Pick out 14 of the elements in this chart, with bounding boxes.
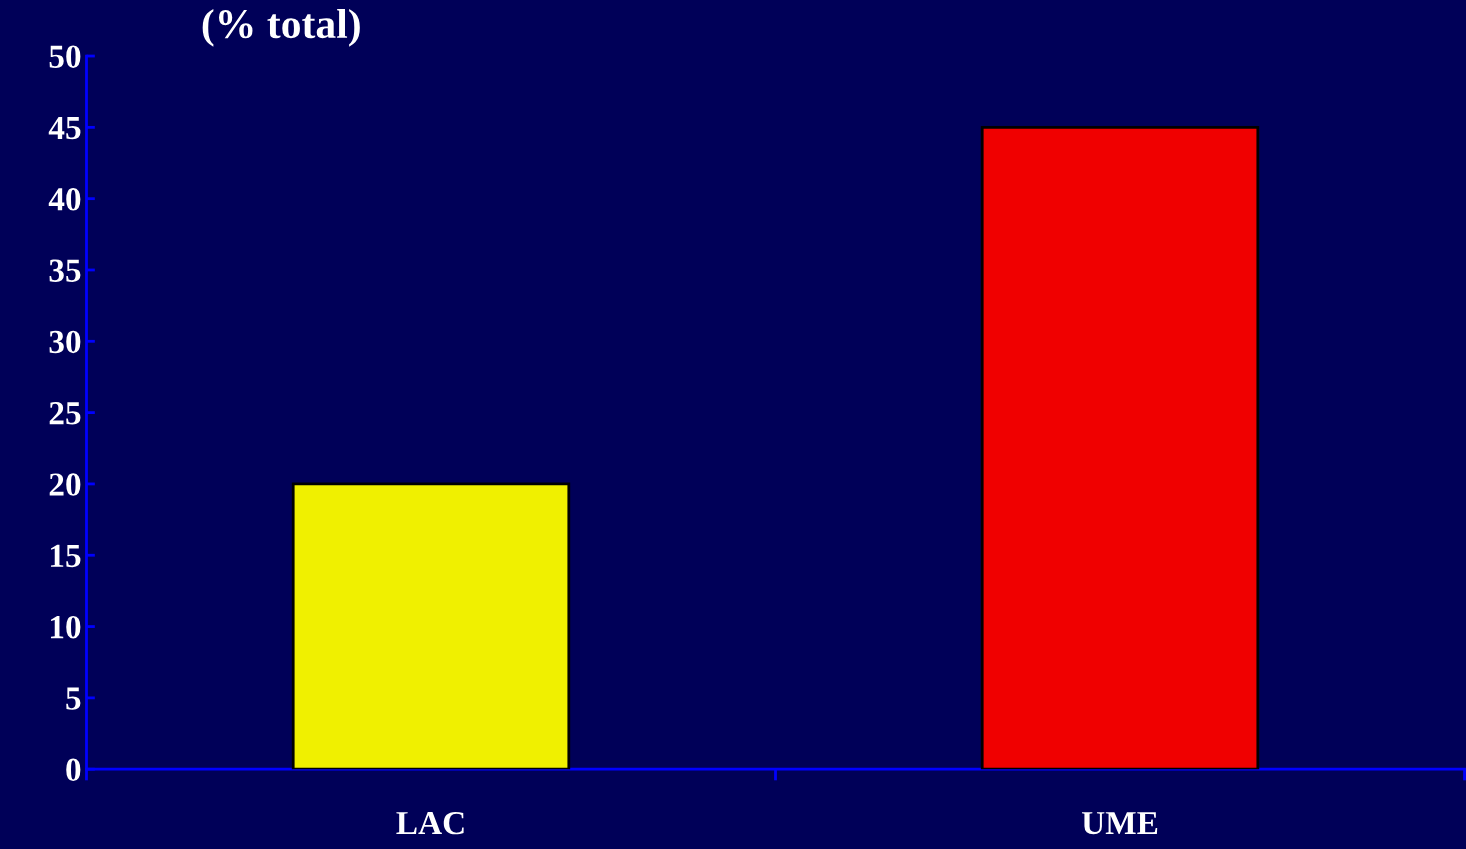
y-tick-label: 25 [49,402,81,425]
y-tick-label: 30 [49,330,81,354]
y-tick-label: 15 [50,544,81,568]
y-tick-label: 35 [49,259,81,282]
chart-title: (% total) [202,8,360,47]
y-tick-label: 50 [49,45,81,68]
y-tick-label: 20 [49,473,81,496]
y-tick-label: 0 [66,758,81,782]
y-tick-label: 40 [48,188,81,211]
x-tick-label: LAC [396,811,464,835]
x-tick-label: UME [1081,812,1158,835]
y-tick-label: 10 [50,615,81,639]
y-tick-label: 45 [48,116,81,140]
y-tick-label: 5 [66,687,81,710]
